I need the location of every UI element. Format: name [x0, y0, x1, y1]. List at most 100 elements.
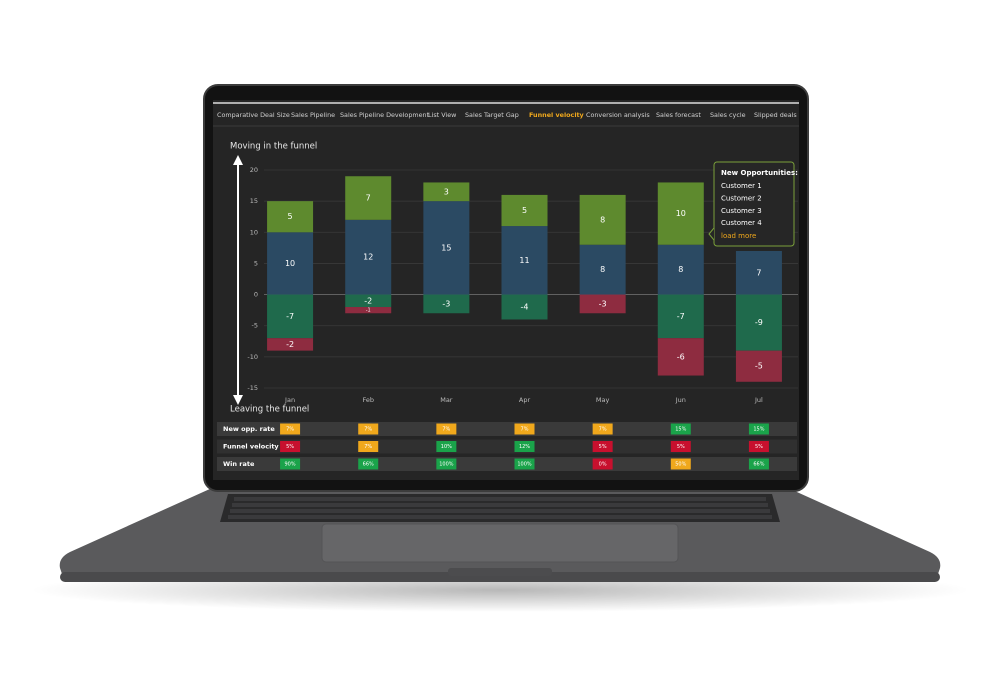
tab[interactable]: Sales cycle [710, 111, 746, 119]
data-label: 15 [441, 243, 451, 252]
table-row [217, 457, 797, 471]
bar-segment [267, 294, 314, 339]
x-tick-label: May [596, 396, 610, 404]
cell-value: 5% [599, 444, 607, 450]
bar-segment [423, 182, 470, 202]
data-label: -4 [521, 303, 529, 312]
y-tick-label: -15 [247, 384, 258, 392]
x-tick-label: Apr [519, 396, 531, 404]
row-label: New opp. rate [223, 425, 275, 433]
tooltip-box [713, 161, 795, 247]
tab[interactable]: List View [428, 111, 456, 119]
data-label: -1 [366, 308, 371, 314]
tooltip-item: Customer 4 [721, 219, 762, 227]
cell-value: 5% [755, 444, 763, 450]
status-cell [748, 458, 769, 470]
status-cell [436, 423, 457, 435]
status-cell [670, 458, 691, 470]
tab[interactable]: Conversion analysis [586, 111, 650, 119]
data-label: 8 [678, 265, 683, 274]
cell-value: 7% [521, 427, 529, 433]
keys [228, 497, 772, 519]
status-cell [670, 441, 691, 452]
status-cell [592, 458, 613, 470]
tooltip-link[interactable]: load more [721, 232, 756, 240]
data-label: -2 [286, 340, 294, 349]
bar-segment [501, 294, 548, 320]
cell-value: 15% [753, 427, 764, 433]
axis-title: Leaving the funnel [230, 405, 309, 415]
trackpad [321, 523, 679, 563]
tab[interactable]: Funnel velocity [529, 111, 585, 119]
x-tick-label: Jul [754, 396, 763, 404]
data-label: -3 [442, 299, 450, 308]
tooltip-item: Customer 1 [721, 182, 762, 190]
cell-value: 7% [364, 444, 372, 450]
x-tick-label: Jan [284, 396, 295, 404]
y-tick-label: 20 [250, 166, 258, 174]
status-cell [358, 423, 379, 435]
data-label: 11 [519, 256, 529, 265]
status-cell [514, 441, 535, 452]
cell-value: 0% [599, 462, 607, 468]
cell-value: 5% [286, 444, 294, 450]
data-label: 5 [288, 212, 293, 221]
data-label: -6 [677, 352, 685, 361]
data-label: -3 [599, 299, 607, 308]
x-tick-label: Jun [675, 396, 686, 404]
tab[interactable]: Comparative Deal Size [217, 111, 290, 119]
row-label: Win rate [223, 460, 255, 468]
status-cell [592, 441, 613, 452]
tooltip-title: New Opportunities: [721, 169, 798, 177]
status-cell [280, 458, 301, 470]
cell-value: 100% [439, 462, 454, 468]
tab-bar: Comparative Deal Size Sales Pipeline Sales… [217, 111, 797, 119]
bar-segment [345, 176, 392, 220]
tab[interactable]: Sales Pipeline Development [340, 111, 430, 119]
y-tick-label: 15 [250, 197, 258, 205]
bar-segment [735, 350, 782, 382]
tooltip-item: Customer 2 [721, 194, 762, 202]
bar-segment [345, 219, 392, 295]
tooltip: New Opportunities: Customer 1 Customer 2 Cu… [708, 161, 798, 247]
base-edge [60, 572, 940, 582]
data-label: -5 [755, 362, 763, 371]
status-cell [748, 441, 769, 452]
bar-segment [267, 201, 314, 233]
data-label: -7 [677, 312, 685, 321]
bar-segment [657, 294, 704, 339]
data-label: 3 [444, 187, 449, 196]
tooltip-item: Customer 3 [721, 207, 762, 215]
y-tick-label: 10 [250, 228, 258, 236]
data-label: -2 [364, 296, 372, 305]
data-label: 5 [522, 206, 527, 215]
tab[interactable]: Slipped deals [754, 111, 797, 119]
bar-segment [423, 294, 470, 314]
status-cell [358, 441, 379, 452]
tab[interactable]: Sales Target Gap [465, 111, 519, 119]
data-label: 10 [676, 209, 686, 218]
data-label: -7 [286, 312, 294, 321]
cell-value: 66% [363, 462, 374, 468]
status-cell [436, 441, 457, 452]
data-label: 8 [600, 215, 605, 224]
tab[interactable]: Sales Pipeline [291, 111, 335, 119]
table-row [217, 422, 797, 436]
cell-value: 5% [677, 444, 685, 450]
status-cell [670, 423, 691, 435]
bar-segment [267, 232, 314, 295]
bar-segment [735, 250, 782, 295]
data-label: 12 [363, 253, 373, 262]
bar-segment [267, 338, 314, 351]
cell-value: 12% [519, 444, 530, 450]
table-row [217, 439, 797, 454]
cell-value: 7% [364, 427, 372, 433]
cell-value: 90% [285, 462, 296, 468]
tab[interactable]: Sales forecast [656, 111, 701, 119]
cell-value: 15% [675, 427, 686, 433]
row-label: Funnel velocity [223, 443, 279, 451]
bar-segment [423, 201, 470, 295]
arrow-head [233, 395, 243, 405]
